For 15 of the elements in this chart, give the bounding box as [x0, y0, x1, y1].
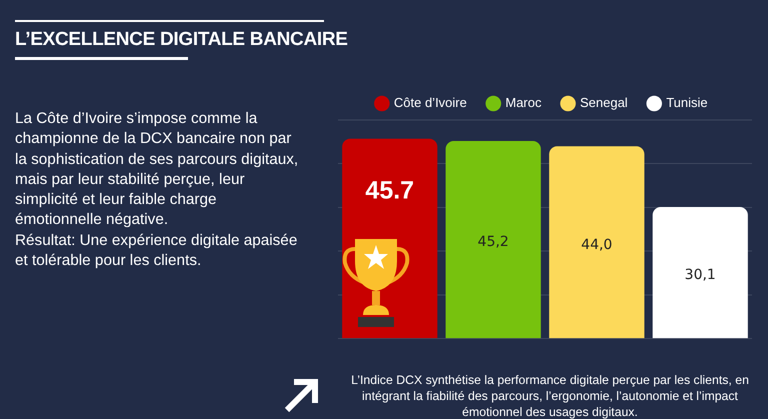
- data-label: 30,1: [684, 267, 716, 284]
- data-label: 45.7: [365, 176, 414, 205]
- legend-label: Côte d’Ivoire: [394, 95, 467, 110]
- text: L’EXCELLENCE DIGITALE BANCAIRE: [15, 29, 348, 51]
- legend-label: Maroc: [505, 95, 542, 110]
- bar: [652, 207, 748, 338]
- data-label: 45,2: [478, 234, 509, 250]
- legend-label: Senegal: [580, 95, 628, 110]
- data-label: 44,0: [581, 236, 612, 253]
- text: La Côte d’Ivoire s’impose comme la championne de la DCX bancaire non par la sophistication de ses parcours digitaux, mais par leur stabilité perçue, leur simplicité et leur faible charge émotionnelle négative.: [15, 109, 300, 230]
- bar: [549, 146, 644, 338]
- text: Résultat: Une expérience digitale apaisée et tolérable pour les clients.: [15, 230, 298, 272]
- text: L’Indice DCX synthétise la performance digitale perçue par les clients, en intégrant la fiabilité des parcours, l’ergonomie, l’autonomie et l’impact émotionnel des usages digitaux.: [350, 372, 750, 419]
- bar: [446, 140, 541, 338]
- legend-label: Tunisie: [666, 95, 708, 110]
